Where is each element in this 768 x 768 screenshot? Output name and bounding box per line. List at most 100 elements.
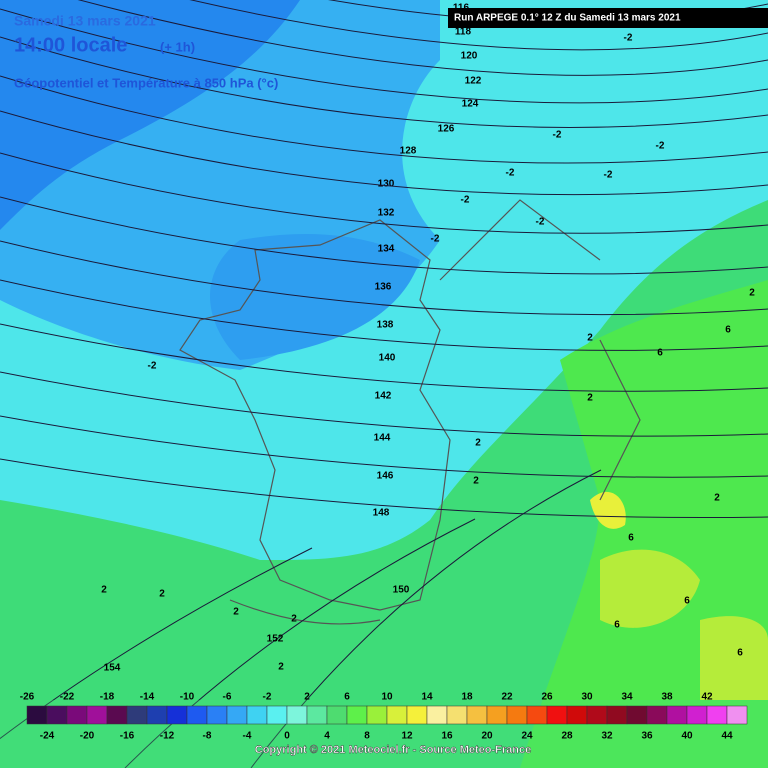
temperature-label: 6 <box>657 348 663 359</box>
scale-swatch <box>26 705 48 725</box>
time: 14:00 locale <box>14 34 127 56</box>
temperature-label: -2 <box>506 168 515 179</box>
temperature-label: -2 <box>604 170 613 181</box>
contour-label: 120 <box>461 51 478 62</box>
contour-label: 150 <box>393 585 410 596</box>
scale-label: -14 <box>140 692 155 703</box>
contour-label: 152 <box>267 634 284 645</box>
scale-swatch <box>566 705 588 725</box>
scale-label: 12 <box>401 731 413 742</box>
contour-label: 134 <box>378 244 395 255</box>
scale-label: -8 <box>203 731 212 742</box>
scale-swatch <box>646 705 668 725</box>
country-border <box>229 199 641 625</box>
run-label: Run ARPEGE 0.1° 12 Z du Samedi 13 mars 2… <box>454 13 681 24</box>
contour-label: 146 <box>377 471 394 482</box>
scale-swatch <box>46 705 68 725</box>
temperature-label: 6 <box>725 325 731 336</box>
scale-swatch <box>586 705 608 725</box>
scale-swatch <box>146 705 168 725</box>
temperature-label: 2 <box>291 614 297 625</box>
scale-label: 20 <box>481 731 493 742</box>
scale-swatch <box>86 705 108 725</box>
temperature-label: 6 <box>628 533 634 544</box>
contour-label: 128 <box>400 146 417 157</box>
contour-line <box>0 323 768 392</box>
contour-line <box>0 110 768 196</box>
contour-line <box>189 0 768 51</box>
scale-label: 38 <box>661 692 673 703</box>
scale-swatch <box>226 705 248 725</box>
temperature-label: 2 <box>587 393 593 404</box>
contour-label: 126 <box>438 124 455 135</box>
scale-label: 18 <box>461 692 473 703</box>
scale-swatch <box>706 705 728 725</box>
temperature-label: 2 <box>159 589 165 600</box>
contour-line <box>0 279 768 351</box>
scale-swatch <box>166 705 188 725</box>
date: Samedi 13 mars 2021 <box>14 13 156 29</box>
scale-swatch <box>186 705 208 725</box>
scale-label: 40 <box>681 731 693 742</box>
country-border <box>179 219 451 611</box>
scale-label: -2 <box>263 692 272 703</box>
temperature-label: 2 <box>475 438 481 449</box>
contour-line <box>0 36 768 128</box>
scale-label: -16 <box>120 731 135 742</box>
contour-label: 136 <box>375 282 392 293</box>
scale-swatch <box>286 705 308 725</box>
temperature-label: 6 <box>737 648 743 659</box>
scale-label: 42 <box>701 692 713 703</box>
scale-label: -4 <box>243 731 252 742</box>
contour-line <box>0 547 313 740</box>
scale-label: 22 <box>501 692 513 703</box>
scale-swatch <box>506 705 528 725</box>
temperature-label: 2 <box>714 493 720 504</box>
scale-label: 44 <box>721 731 733 742</box>
warm-patch <box>600 549 700 628</box>
contour-line <box>0 152 768 234</box>
warm-patch <box>590 491 626 529</box>
map-title: Géopotentiel et Température à 850 hPa (°… <box>14 75 278 90</box>
contour-line <box>77 0 768 76</box>
contour-line <box>0 240 768 316</box>
contour-line <box>124 518 476 768</box>
contour-label: 138 <box>377 320 394 331</box>
scale-label: 0 <box>284 731 290 742</box>
contour-line <box>0 415 768 478</box>
scale-swatch <box>206 705 228 725</box>
scale-swatch <box>326 705 348 725</box>
contour-label: 124 <box>462 99 479 110</box>
temperature-label: 2 <box>101 585 107 596</box>
offset: (+ 1h) <box>160 39 195 54</box>
temperature-label: -2 <box>148 361 157 372</box>
temperature-label: 2 <box>749 288 755 299</box>
scale-swatch <box>546 705 568 725</box>
temperature-label: -2 <box>431 234 440 245</box>
scale-label: 36 <box>641 731 653 742</box>
scale-swatch <box>466 705 488 725</box>
contour-label: 148 <box>373 508 390 519</box>
scale-label: 10 <box>381 692 393 703</box>
scale-label: 4 <box>324 731 330 742</box>
contour-line <box>0 75 768 164</box>
color-scale: -26 -22 -18 -14 -10 -6 -2 2 6 10 14 18 22 26 30 34 38 42-… <box>20 692 748 742</box>
temperature-label: -2 <box>461 195 470 206</box>
scale-label: 30 <box>581 692 593 703</box>
contour-line <box>0 371 768 437</box>
scale-label: 34 <box>621 692 633 703</box>
scale-swatch <box>486 705 508 725</box>
temperature-label: 2 <box>233 607 239 618</box>
scale-swatch <box>246 705 268 725</box>
scale-swatch <box>606 705 628 725</box>
scale-label: 2 <box>304 692 310 703</box>
temperature-label: -2 <box>624 33 633 44</box>
temperature-label: 2 <box>278 662 284 673</box>
contour-label: 144 <box>374 433 391 444</box>
contour-label: 142 <box>375 391 392 402</box>
scale-label: -22 <box>60 692 75 703</box>
contour-label: 122 <box>465 76 482 87</box>
scale-swatch <box>526 705 548 725</box>
